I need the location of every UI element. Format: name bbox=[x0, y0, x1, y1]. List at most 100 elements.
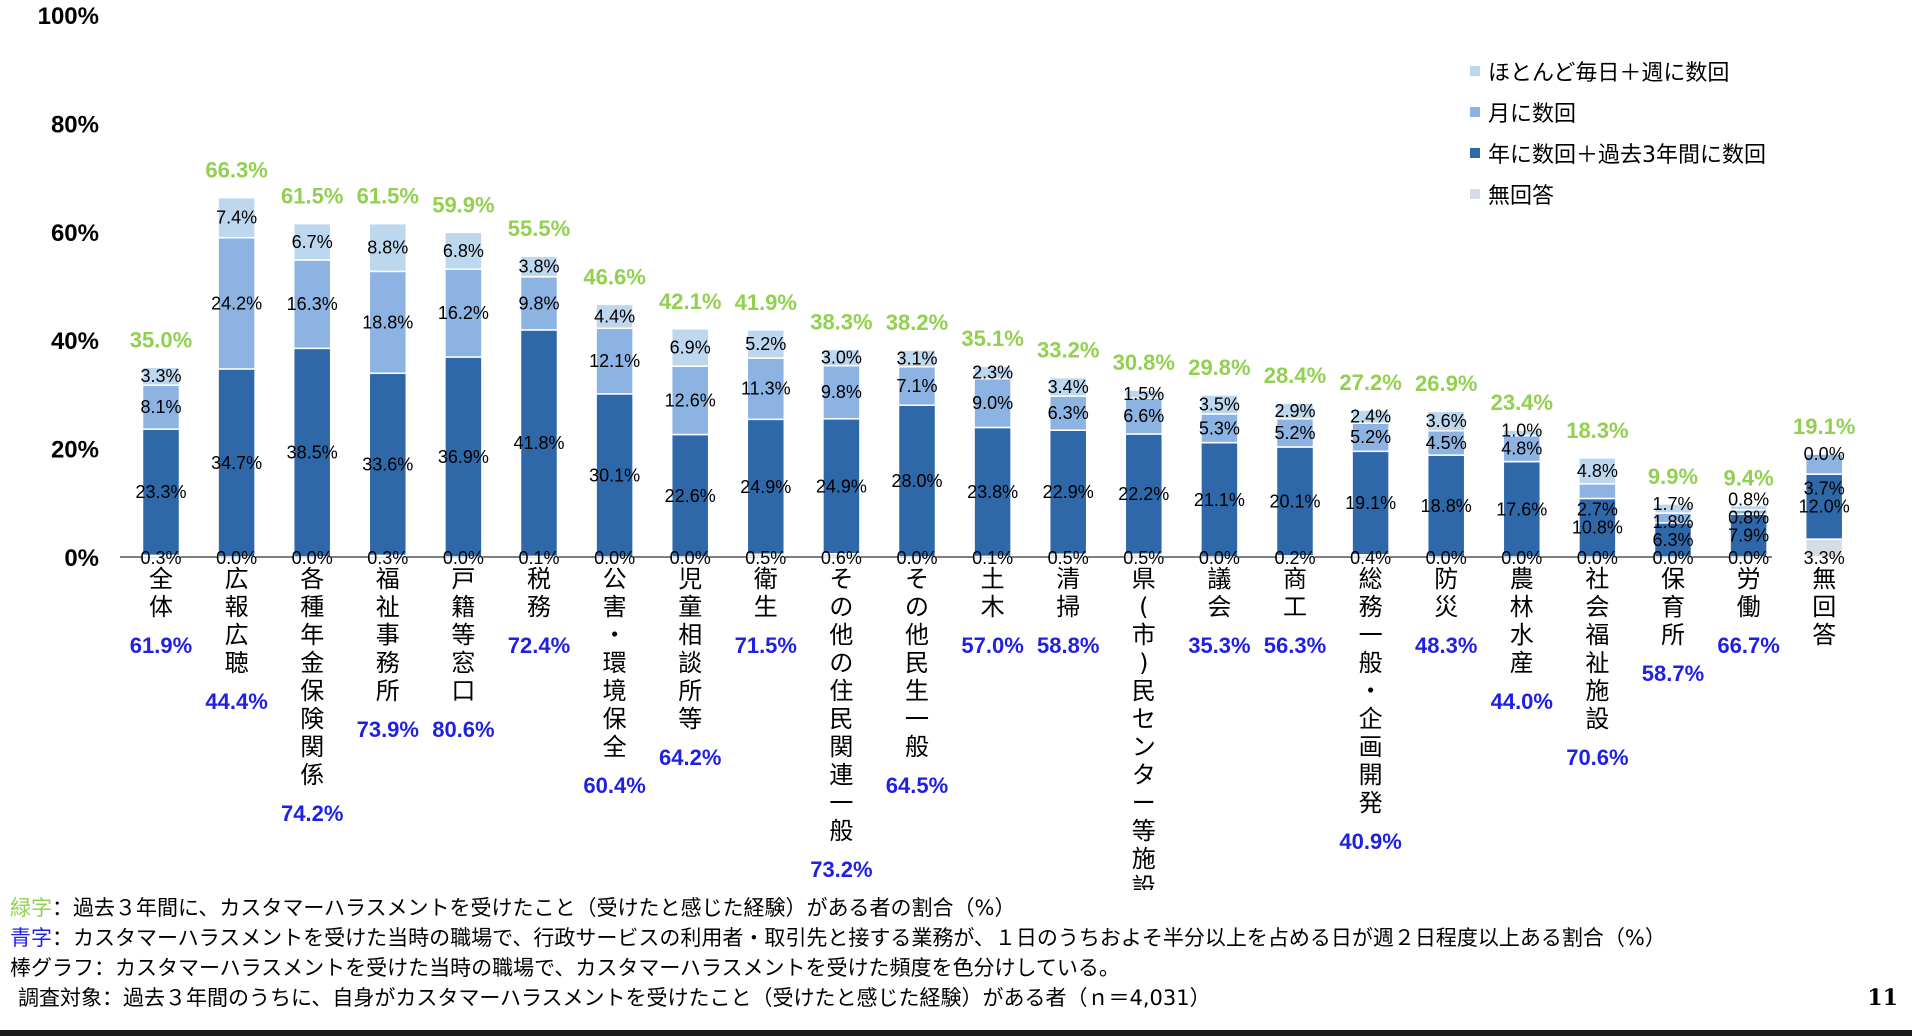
data-label-no-answer: 0.3% bbox=[140, 548, 181, 568]
data-label-monthly: 9.8% bbox=[518, 293, 559, 313]
category-label-char: 等 bbox=[1132, 817, 1156, 845]
data-label-no-answer: 0.6% bbox=[821, 548, 862, 568]
category-label-char: 児 bbox=[678, 565, 702, 593]
category-label-char: 生 bbox=[754, 593, 778, 621]
category-label-char: 関 bbox=[829, 733, 853, 761]
bar-segment bbox=[595, 303, 634, 330]
bar-segment bbox=[1804, 473, 1844, 540]
category-label-char: 保 bbox=[1661, 565, 1685, 593]
bar-segment bbox=[746, 329, 786, 359]
bar-segment bbox=[1351, 422, 1390, 453]
data-label-no-answer: 0.0% bbox=[1577, 548, 1618, 568]
blue-value-label: 80.6% bbox=[432, 717, 494, 742]
category-label-char: 関 bbox=[300, 733, 324, 761]
category-label-char: 回 bbox=[1812, 593, 1836, 621]
bar-segment bbox=[292, 222, 332, 261]
note-green: 緑字：過去３年間に、カスタマーハラスメントを受けたこと（受けたと感じた経験）があ… bbox=[10, 893, 1666, 923]
bar-segment bbox=[217, 368, 256, 558]
category-label-char: 施 bbox=[1585, 677, 1609, 705]
bar-segment bbox=[822, 418, 861, 555]
data-label-no-answer: 0.4% bbox=[1350, 548, 1391, 568]
category-label-char: 生 bbox=[905, 677, 929, 705]
data-label-yearly: 17.6% bbox=[1496, 499, 1547, 519]
category-label-char: 公 bbox=[603, 565, 627, 593]
data-label-yearly: 18.8% bbox=[1421, 496, 1472, 516]
category-label-char: 一 bbox=[829, 789, 853, 817]
note-blue-text: ：カスタマーハラスメントを受けた当時の職場で、行政サービスの利用者・取引先と接す… bbox=[52, 926, 1666, 950]
data-label-monthly: 4.8% bbox=[1501, 439, 1542, 459]
data-label-no-answer: 3.3% bbox=[1804, 548, 1845, 568]
total-label-green: 26.9% bbox=[1415, 371, 1477, 396]
data-label-daily: 4.4% bbox=[594, 306, 635, 326]
data-label-monthly: 6.3% bbox=[1048, 403, 1089, 423]
note-green-text: ：過去３年間に、カスタマーハラスメントを受けたこと（受けたと感じた経験）がある者… bbox=[52, 896, 1016, 920]
bar-segment bbox=[1048, 376, 1088, 397]
category-label-char: 総 bbox=[1359, 565, 1383, 593]
data-label-no-answer: 0.0% bbox=[1652, 548, 1693, 568]
data-label-no-answer: 0.0% bbox=[216, 548, 257, 568]
data-label-daily: 0.8% bbox=[1728, 490, 1769, 510]
category-label-char: 等 bbox=[451, 621, 475, 649]
bar-segment bbox=[746, 418, 786, 556]
category-label-char: 施 bbox=[1132, 845, 1156, 873]
total-label-green: 19.1% bbox=[1793, 414, 1855, 439]
data-label-yearly: 30.1% bbox=[589, 465, 640, 485]
data-label-yearly: 23.8% bbox=[967, 482, 1018, 502]
data-label-monthly: 3.7% bbox=[1804, 479, 1845, 499]
data-label-monthly: 12.1% bbox=[589, 351, 640, 371]
category-label-char: 労 bbox=[1737, 565, 1761, 593]
bar-segment bbox=[1200, 441, 1239, 558]
category-label-char: 会 bbox=[1585, 593, 1609, 621]
bar-segment bbox=[444, 268, 483, 358]
data-label-no-answer: 0.0% bbox=[443, 548, 484, 568]
category-label-char: ・ bbox=[603, 621, 627, 649]
data-label-daily: 3.8% bbox=[518, 256, 559, 276]
category-label-char: 社 bbox=[1585, 565, 1609, 593]
category-label-char: 無 bbox=[1812, 565, 1836, 593]
data-label-daily: 3.1% bbox=[896, 348, 937, 368]
category-label-char: 般 bbox=[829, 817, 853, 845]
data-label-daily: 1.5% bbox=[1123, 384, 1164, 404]
bar-segment bbox=[444, 231, 483, 270]
data-label-monthly: 5.2% bbox=[1274, 423, 1315, 443]
bar-segment bbox=[368, 372, 408, 557]
data-label-yearly: 12.0% bbox=[1799, 497, 1850, 517]
data-label-monthly: 2.7% bbox=[1577, 500, 1618, 520]
data-label-yearly: 34.7% bbox=[211, 453, 262, 473]
data-label-monthly: 9.8% bbox=[821, 382, 862, 402]
bar-segment bbox=[519, 255, 559, 278]
bar-segment bbox=[1426, 429, 1466, 456]
data-label-daily: 1.0% bbox=[1501, 421, 1542, 441]
blue-value-label: 40.9% bbox=[1339, 829, 1401, 854]
category-label-char: 般 bbox=[1359, 649, 1383, 677]
total-label-green: 28.4% bbox=[1264, 363, 1326, 388]
blue-value-label: 73.2% bbox=[810, 857, 872, 882]
bar-segment bbox=[595, 393, 634, 558]
total-label-green: 61.5% bbox=[357, 184, 419, 209]
bar-segment bbox=[519, 276, 559, 331]
data-label-daily: 3.4% bbox=[1048, 377, 1089, 397]
y-tick-label: 80% bbox=[51, 111, 99, 138]
category-label-char: セ bbox=[1132, 705, 1156, 733]
category-label-char: 険 bbox=[300, 705, 324, 733]
bar-segment bbox=[1653, 522, 1693, 558]
bar-segment bbox=[1426, 410, 1466, 432]
category-label-char: 林 bbox=[1510, 593, 1534, 621]
data-label-monthly: 18.8% bbox=[362, 312, 413, 332]
category-label-char: 県 bbox=[1132, 565, 1156, 593]
blue-value-label: 57.0% bbox=[961, 633, 1023, 658]
category-label-char: 報 bbox=[225, 593, 249, 621]
category-label-char: 所 bbox=[376, 677, 400, 705]
data-label-no-answer: 0.1% bbox=[972, 548, 1013, 568]
data-label-no-answer: 0.0% bbox=[1728, 548, 1769, 568]
bar-segment bbox=[1804, 453, 1844, 475]
bar-segment bbox=[897, 366, 937, 406]
data-label-monthly: 5.2% bbox=[1350, 427, 1391, 447]
chart-notes: 緑字：過去３年間に、カスタマーハラスメントを受けたこと（受けたと感じた経験）があ… bbox=[10, 893, 1666, 1013]
data-label-no-answer: 0.0% bbox=[896, 548, 937, 568]
bar-segment bbox=[746, 357, 786, 421]
category-label-char: タ bbox=[1132, 761, 1156, 789]
category-label-char: 住 bbox=[829, 677, 853, 705]
bar-segment bbox=[1729, 504, 1768, 511]
category-label-char: 税 bbox=[527, 565, 551, 593]
